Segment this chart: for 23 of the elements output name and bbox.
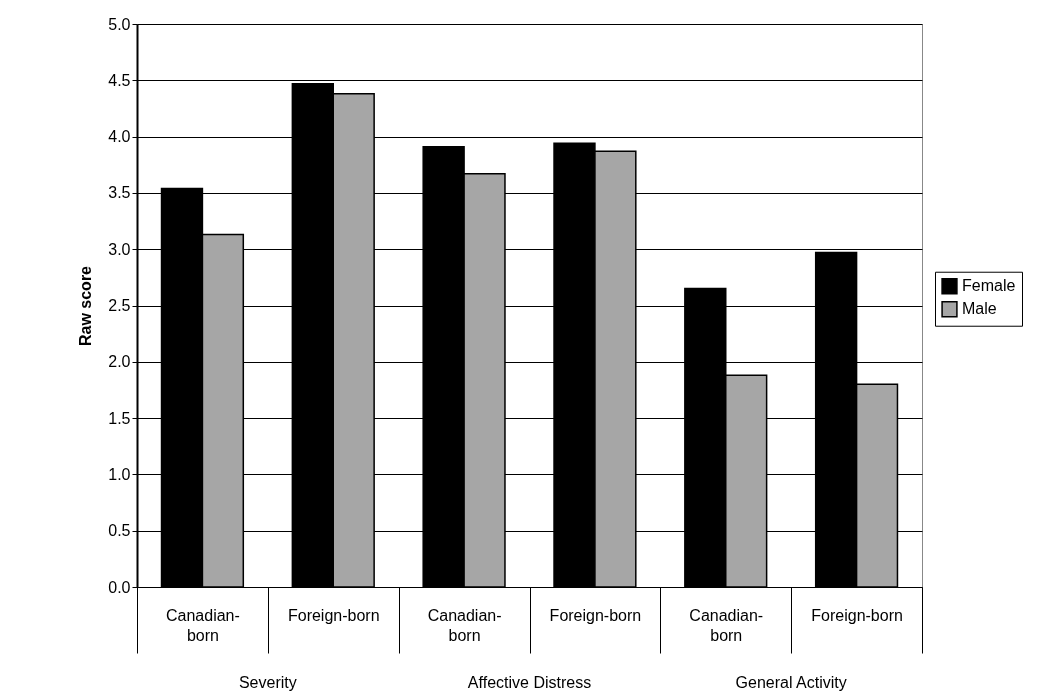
- text: Severity: [238, 674, 297, 691]
- x-tick-label: Foreign-born: [287, 606, 380, 624]
- y-tick-label: 0.5: [108, 522, 131, 540]
- x-tick-label: Foreign-born: [549, 606, 642, 624]
- legend-label: Male: [962, 300, 997, 318]
- y-tick-label: 1.0: [108, 465, 131, 483]
- x-tick-label: Canadian-born: [689, 606, 764, 644]
- y-tick-label: 0.0: [108, 578, 131, 596]
- y-tick-label: 4.0: [108, 128, 131, 146]
- legend-label: Female: [962, 277, 1016, 295]
- x-tick-label: Foreign-born: [811, 606, 903, 624]
- x-tick-label: Canadian-born: [166, 606, 240, 644]
- y-tick-label: 5.0: [108, 15, 131, 33]
- x-tick-label: Canadian-born: [427, 606, 502, 644]
- y-axis-title: Raw score: [77, 265, 95, 347]
- y-tick-label: 2.0: [108, 353, 131, 371]
- y-tick-label: 4.5: [108, 71, 131, 89]
- y-tick-label: 1.5: [108, 409, 131, 427]
- text: General Activity: [735, 674, 847, 691]
- y-tick-label: 2.5: [108, 297, 131, 314]
- text: Affective Distress: [467, 674, 592, 691]
- y-tick-label: 3.0: [108, 240, 131, 258]
- y-tick-label: 3.5: [108, 184, 131, 202]
